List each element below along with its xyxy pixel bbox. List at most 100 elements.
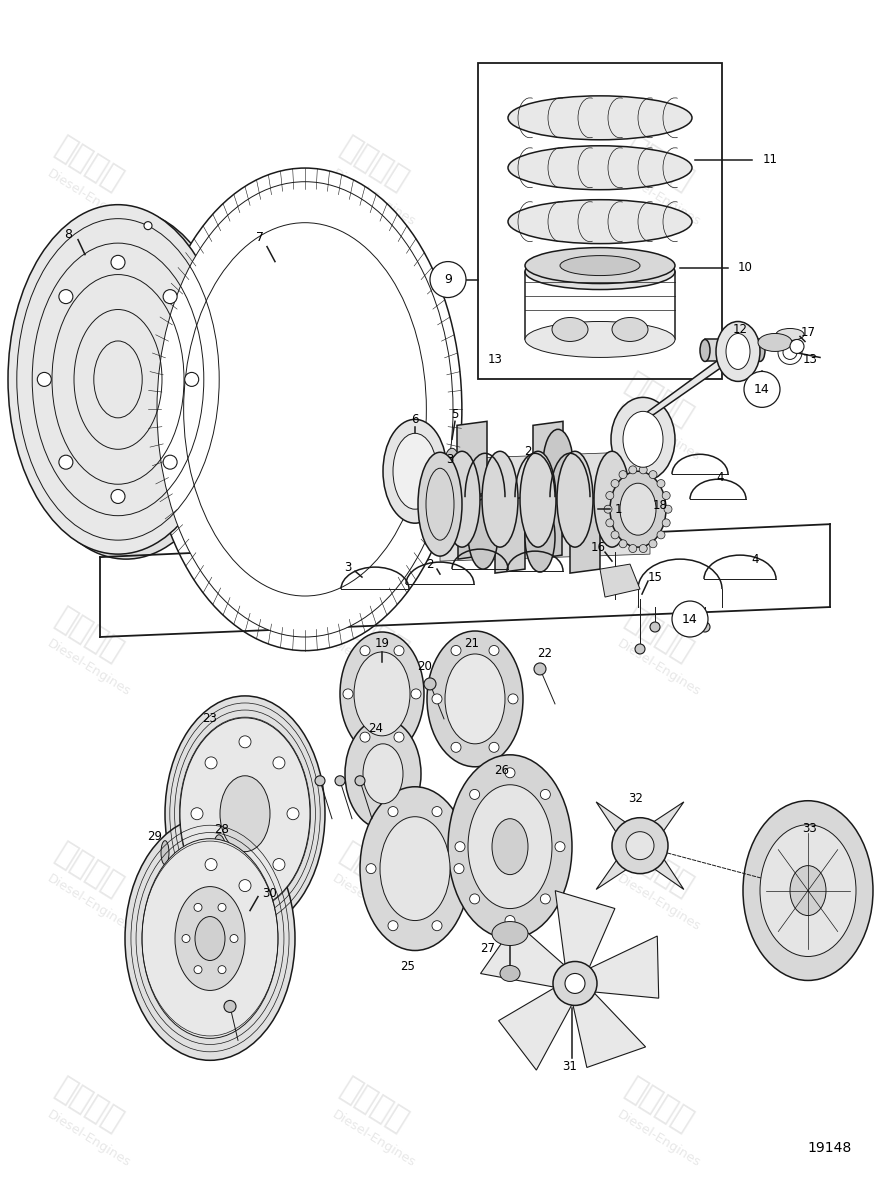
Ellipse shape xyxy=(230,934,238,942)
Text: 25: 25 xyxy=(400,960,416,973)
Text: 13: 13 xyxy=(803,353,817,366)
Ellipse shape xyxy=(163,290,177,304)
Ellipse shape xyxy=(508,95,692,140)
Ellipse shape xyxy=(205,859,217,871)
Text: Diesel-Engines: Diesel-Engines xyxy=(330,637,417,699)
Ellipse shape xyxy=(743,801,873,980)
Ellipse shape xyxy=(451,646,461,655)
Ellipse shape xyxy=(430,262,466,298)
Ellipse shape xyxy=(194,904,202,912)
Ellipse shape xyxy=(755,339,765,362)
Ellipse shape xyxy=(360,733,370,742)
Ellipse shape xyxy=(432,807,442,816)
Text: 紫发动力: 紫发动力 xyxy=(336,839,412,902)
Text: 27: 27 xyxy=(481,942,496,955)
Ellipse shape xyxy=(492,921,528,946)
Text: 紫发动力: 紫发动力 xyxy=(336,603,412,667)
Text: Diesel-Engines: Diesel-Engines xyxy=(45,1107,133,1170)
Polygon shape xyxy=(640,351,740,417)
Text: 18: 18 xyxy=(652,498,668,511)
Ellipse shape xyxy=(424,677,436,690)
Text: 4: 4 xyxy=(751,552,759,565)
Ellipse shape xyxy=(482,451,518,547)
Text: 21: 21 xyxy=(465,637,480,650)
Text: 23: 23 xyxy=(203,713,217,726)
Polygon shape xyxy=(533,422,563,497)
Text: 15: 15 xyxy=(648,570,662,583)
Ellipse shape xyxy=(182,934,190,942)
Ellipse shape xyxy=(744,371,780,408)
Text: 12: 12 xyxy=(732,323,748,336)
Text: 紫发动力: 紫发动力 xyxy=(51,133,127,197)
Text: 16: 16 xyxy=(590,541,605,554)
Text: 24: 24 xyxy=(368,722,384,735)
Ellipse shape xyxy=(111,256,125,270)
Ellipse shape xyxy=(662,518,670,527)
Ellipse shape xyxy=(508,200,692,244)
Text: 6: 6 xyxy=(411,412,419,425)
Ellipse shape xyxy=(451,742,461,753)
Ellipse shape xyxy=(125,816,295,1060)
Text: Diesel-Engines: Diesel-Engines xyxy=(615,873,702,934)
Text: 7: 7 xyxy=(256,231,264,244)
Ellipse shape xyxy=(185,372,198,386)
Text: Diesel-Engines: Diesel-Engines xyxy=(615,1107,702,1170)
Ellipse shape xyxy=(468,499,498,569)
Ellipse shape xyxy=(239,736,251,748)
Text: Diesel-Engines: Diesel-Engines xyxy=(45,402,133,464)
Ellipse shape xyxy=(726,333,750,370)
Ellipse shape xyxy=(220,776,270,852)
Ellipse shape xyxy=(525,253,675,290)
Ellipse shape xyxy=(340,633,424,756)
Ellipse shape xyxy=(16,210,236,560)
Ellipse shape xyxy=(191,808,203,820)
Ellipse shape xyxy=(790,866,826,915)
Text: 14: 14 xyxy=(682,613,698,626)
Text: 2: 2 xyxy=(426,557,433,570)
Text: 19: 19 xyxy=(375,637,390,650)
Ellipse shape xyxy=(639,544,647,552)
Ellipse shape xyxy=(37,372,52,386)
Text: Diesel-Engines: Diesel-Engines xyxy=(45,167,133,229)
Polygon shape xyxy=(705,339,760,362)
Ellipse shape xyxy=(525,247,675,284)
Ellipse shape xyxy=(360,787,470,951)
Text: 紫发动力: 紫发动力 xyxy=(336,133,412,197)
Text: 13: 13 xyxy=(488,353,503,366)
Ellipse shape xyxy=(557,451,593,547)
Text: 20: 20 xyxy=(417,661,433,674)
Text: 2: 2 xyxy=(524,445,531,458)
Text: 32: 32 xyxy=(628,793,643,806)
Polygon shape xyxy=(534,495,562,560)
Ellipse shape xyxy=(445,449,459,475)
Ellipse shape xyxy=(525,322,675,357)
Ellipse shape xyxy=(180,717,310,909)
Text: 33: 33 xyxy=(803,822,817,835)
Text: 紫发动力: 紫发动力 xyxy=(620,1074,697,1137)
Ellipse shape xyxy=(716,322,760,382)
Ellipse shape xyxy=(239,880,251,892)
Ellipse shape xyxy=(111,490,125,503)
Ellipse shape xyxy=(594,451,630,547)
Ellipse shape xyxy=(758,333,792,351)
Text: 紫发动力: 紫发动力 xyxy=(51,839,127,902)
Ellipse shape xyxy=(335,776,345,786)
Ellipse shape xyxy=(700,622,710,633)
Ellipse shape xyxy=(543,429,573,499)
Polygon shape xyxy=(596,802,640,846)
Text: 17: 17 xyxy=(800,326,815,339)
Text: 10: 10 xyxy=(738,262,752,274)
Ellipse shape xyxy=(629,465,636,474)
Ellipse shape xyxy=(444,451,480,547)
Ellipse shape xyxy=(525,502,555,573)
Ellipse shape xyxy=(468,785,552,908)
Text: Diesel-Engines: Diesel-Engines xyxy=(45,873,133,934)
Text: 11: 11 xyxy=(763,153,778,166)
Ellipse shape xyxy=(619,471,627,478)
Polygon shape xyxy=(495,497,525,573)
Ellipse shape xyxy=(555,841,565,852)
Ellipse shape xyxy=(343,689,353,699)
Ellipse shape xyxy=(778,340,802,364)
Ellipse shape xyxy=(195,916,225,960)
Ellipse shape xyxy=(606,491,614,499)
